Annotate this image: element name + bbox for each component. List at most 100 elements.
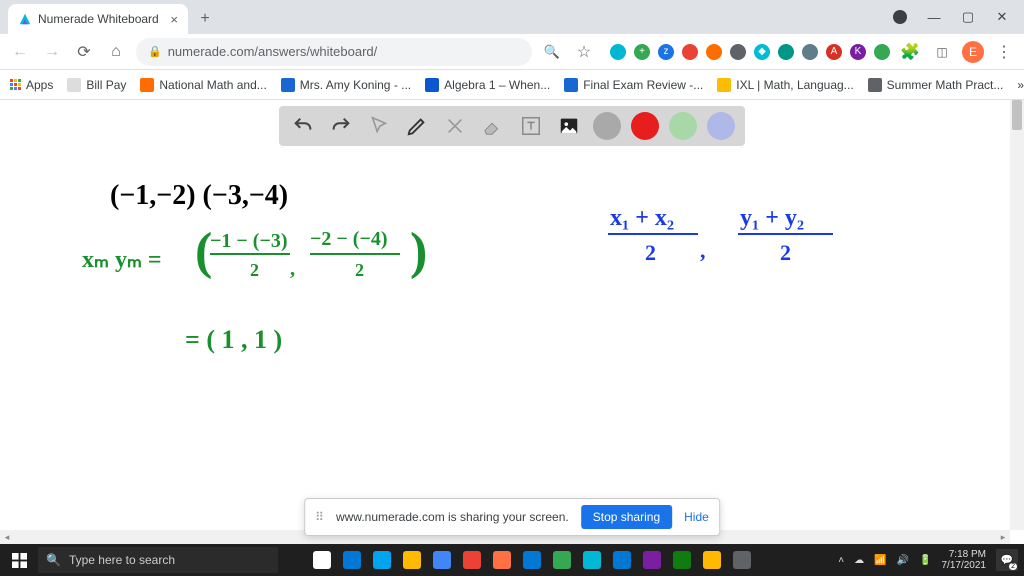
whiteboard-toolbar (279, 106, 745, 146)
cast-icon[interactable]: ◫ (930, 40, 954, 64)
share-drag-icon[interactable]: ⠿ (315, 510, 324, 524)
taskbar-app-icon[interactable] (608, 546, 636, 574)
handwriting-mid2a: y₁ + y₂ (740, 205, 804, 232)
color-gray[interactable] (593, 112, 621, 140)
notification-center[interactable]: 💬 2 (996, 549, 1018, 571)
bookmark-label: Summer Math Pract... (887, 78, 1004, 92)
handwriting-line1: (−1,−2) (−3,−4) (110, 180, 288, 212)
taskbar-app-icon[interactable] (338, 546, 366, 574)
extension-icon[interactable] (874, 44, 890, 60)
hide-share-button[interactable]: Hide (684, 510, 709, 524)
forward-button[interactable]: → (40, 40, 64, 64)
bookmark-item[interactable]: Algebra 1 – When... (425, 78, 550, 92)
star-icon[interactable]: ☆ (572, 40, 596, 64)
handwriting-line2g: 2 (355, 260, 364, 281)
extension-icon[interactable] (778, 44, 794, 60)
tray-battery-icon[interactable]: 🔋 (919, 555, 931, 566)
unknown-circle-icon[interactable] (884, 4, 916, 30)
extension-icon[interactable]: z (658, 44, 674, 60)
bookmark-item[interactable]: IXL | Math, Languag... (717, 78, 853, 92)
profile-avatar[interactable]: E (962, 41, 984, 63)
close-window-button[interactable]: ✕ (986, 4, 1018, 30)
taskbar-app-icon[interactable] (398, 546, 426, 574)
extension-icon[interactable] (610, 44, 626, 60)
handwriting-line2e: , (290, 258, 295, 281)
extension-icon[interactable] (802, 44, 818, 60)
taskbar-app-icon[interactable] (518, 546, 546, 574)
pointer-tool[interactable] (365, 112, 393, 140)
start-button[interactable] (0, 544, 38, 576)
taskbar-app-icon[interactable] (308, 546, 336, 574)
stop-sharing-button[interactable]: Stop sharing (581, 505, 672, 529)
url-input[interactable]: 🔒 numerade.com/answers/whiteboard/ (136, 38, 532, 66)
tools-crossed-icon[interactable] (441, 112, 469, 140)
bookmark-item[interactable]: Summer Math Pract... (868, 78, 1004, 92)
handwriting-line3: = ( 1 , 1 ) (185, 325, 282, 355)
windows-taskbar: 🔍 Type here to search ˄ ☁ 📶 🔊 🔋 7:18 PM … (0, 544, 1024, 576)
extension-icon[interactable] (682, 44, 698, 60)
bookmark-item[interactable]: Bill Pay (67, 78, 126, 92)
bookmarks-overflow[interactable]: » (1017, 78, 1024, 92)
fraction-bar (210, 253, 290, 255)
address-bar: ← → ⟳ ⌂ 🔒 numerade.com/answers/whiteboar… (0, 34, 1024, 70)
reload-button[interactable]: ⟳ (72, 40, 96, 64)
taskbar-app-icon[interactable] (578, 546, 606, 574)
extension-icon[interactable] (706, 44, 722, 60)
bookmark-label: Bill Pay (86, 78, 126, 92)
eraser-tool[interactable] (479, 112, 507, 140)
vertical-scrollbar[interactable] (1010, 100, 1024, 530)
back-button[interactable]: ← (8, 40, 32, 64)
taskbar-app-icon[interactable] (428, 546, 456, 574)
taskbar-app-icon[interactable] (728, 546, 756, 574)
numerade-favicon (18, 12, 32, 26)
redo-button[interactable] (327, 112, 355, 140)
tray-volume-icon[interactable]: 🔊 (897, 555, 909, 566)
undo-button[interactable] (289, 112, 317, 140)
extension-icon[interactable] (730, 44, 746, 60)
chrome-menu-icon[interactable]: ⋮ (992, 40, 1016, 64)
taskbar-app-icon[interactable] (458, 546, 486, 574)
image-tool[interactable] (555, 112, 583, 140)
handwriting-mid_comma: , (700, 238, 706, 264)
home-button[interactable]: ⌂ (104, 40, 128, 64)
taskbar-app-icon[interactable] (548, 546, 576, 574)
extensions-puzzle-icon[interactable]: 🧩 (898, 40, 922, 64)
bookmark-item[interactable]: National Math and... (140, 78, 266, 92)
handwriting-line2h: ) (410, 222, 427, 281)
screen-share-bar: ⠿ www.numerade.com is sharing your scree… (304, 498, 720, 536)
taskbar-clock[interactable]: 7:18 PM 7/17/2021 (942, 549, 987, 571)
tab-close-icon[interactable]: × (170, 12, 178, 27)
search-icon[interactable]: 🔍 (540, 40, 564, 64)
tray-wifi-icon[interactable]: 📶 (874, 555, 886, 566)
taskbar-app-icon[interactable] (488, 546, 516, 574)
extension-icon[interactable]: A (826, 44, 842, 60)
bookmark-item[interactable]: Mrs. Amy Koning - ... (281, 78, 411, 92)
pen-tool[interactable] (403, 112, 431, 140)
taskbar-app-icon[interactable] (668, 546, 696, 574)
bookmark-favicon (868, 78, 882, 92)
lock-icon: 🔒 (148, 45, 162, 58)
minimize-button[interactable]: — (918, 4, 950, 30)
browser-tab-strip: Numerade Whiteboard × + — ▢ ✕ (0, 0, 1024, 34)
bookmark-label: Mrs. Amy Koning - ... (300, 78, 411, 92)
extension-icons: + z ◆ AK (610, 44, 890, 60)
tray-chevron-icon[interactable]: ˄ (838, 555, 844, 566)
tray-onedrive-icon[interactable]: ☁ (854, 555, 864, 566)
browser-tab[interactable]: Numerade Whiteboard × (8, 4, 188, 34)
extension-icon[interactable]: ◆ (754, 44, 770, 60)
bookmark-item[interactable]: Final Exam Review -... (564, 78, 703, 92)
color-green[interactable] (669, 112, 697, 140)
new-tab-button[interactable]: + (192, 6, 218, 32)
bookmark-label: Final Exam Review -... (583, 78, 703, 92)
maximize-button[interactable]: ▢ (952, 4, 984, 30)
apps-shortcut[interactable]: Apps (10, 78, 53, 92)
taskbar-app-icon[interactable] (368, 546, 396, 574)
extension-icon[interactable]: + (634, 44, 650, 60)
taskbar-app-icon[interactable] (638, 546, 666, 574)
text-tool[interactable] (517, 112, 545, 140)
taskbar-search[interactable]: 🔍 Type here to search (38, 547, 278, 573)
extension-icon[interactable]: K (850, 44, 866, 60)
taskbar-app-icon[interactable] (698, 546, 726, 574)
color-red[interactable] (631, 112, 659, 140)
color-blue[interactable] (707, 112, 735, 140)
